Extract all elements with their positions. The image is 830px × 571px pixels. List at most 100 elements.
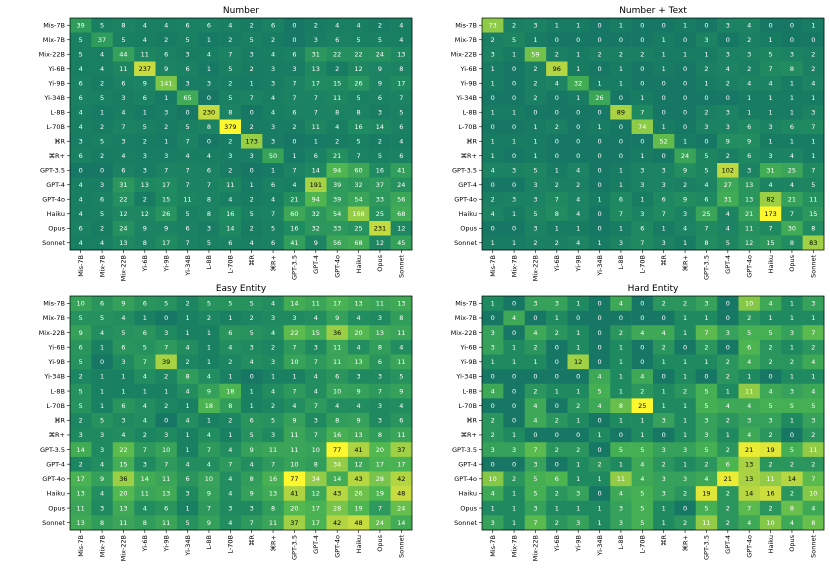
cell-value-label: 5 [768,51,772,59]
heatmap-cell [262,192,285,207]
heatmap-cell [717,105,739,120]
y-tick-label: ⌘R+ [49,431,65,439]
cell-value-label: 8 [335,417,339,425]
cell-value-label: 5 [399,109,403,117]
cell-value-label: 4 [619,300,623,308]
cell-value-label: 22 [119,446,127,454]
cell-value-label: 5 [790,402,794,410]
cell-value-label: 13 [745,196,753,204]
cell-value-label: 2 [250,225,254,233]
cell-value-label: 1 [726,387,730,395]
heatmap-cell [262,76,285,91]
heatmap-cell [241,500,263,516]
y-tick-label: GPT-4o [42,196,65,204]
heatmap-cell [503,206,526,222]
heatmap-cell [717,47,739,62]
cell-value-label: 6 [662,196,666,204]
cell-value-label: 5 [356,94,360,102]
heatmap-cell [482,442,504,458]
heatmap-cell [176,427,199,443]
heatmap-cell [759,515,782,531]
heatmap-cell [759,76,782,91]
heatmap-cell [631,325,654,341]
cell-value-label: 1 [597,431,601,439]
heatmap-cell [567,76,590,91]
heatmap-cell [112,119,135,135]
heatmap-cell [176,119,199,135]
heatmap-cell [546,206,568,222]
cell-value-label: 4 [100,65,104,73]
heatmap-cell [802,413,825,428]
heatmap-cell [738,369,761,385]
cell-value-label: 7 [768,225,772,233]
heatmap-cell [390,221,413,236]
x-tick-label: L-70B [639,535,647,554]
heatmap-cell [503,32,526,48]
heatmap-cell [198,500,220,516]
cell-value-label: 0 [576,138,580,146]
heatmap-cell [390,442,413,458]
heatmap-cell [588,354,611,370]
cell-value-label: 8 [790,504,794,512]
x-tick-label: GPT-4o [333,255,341,278]
y-tick-label: ⌘R [54,138,66,146]
heatmap-cell [546,47,568,62]
heatmap-cell [305,235,327,251]
cell-value-label: 15 [312,329,320,337]
cell-value-label: 1 [576,475,580,483]
heatmap-cell [198,163,220,178]
heatmap-cell [781,456,803,472]
heatmap-cell [155,105,178,120]
cell-value-label: 19 [354,504,362,512]
heatmap-cell [738,76,761,91]
heatmap-cell [674,32,697,48]
heatmap-cell [588,500,611,516]
cell-value-label: 3 [683,210,687,218]
heatmap-cell [369,177,391,193]
heatmap-cell [70,442,92,458]
cell-value-label: 4 [576,210,580,218]
cell-value-label: 7 [314,109,318,117]
cell-value-label: 2 [597,51,601,59]
heatmap-cell [283,18,306,33]
cell-value-label: 8 [207,123,211,131]
cell-value-label: 1 [185,446,189,454]
heatmap-cell [390,61,413,77]
cell-value-label: 2 [100,123,104,131]
heatmap-cell [567,471,590,487]
x-tick-label: Mis-7B [489,535,497,557]
cell-value-label: 6 [143,300,147,308]
heatmap-cell [674,442,697,458]
cell-value-label: 0 [533,314,537,322]
cell-value-label: 102 [722,167,734,175]
heatmap-cell [176,134,199,149]
cell-value-label: 3 [640,210,644,218]
cell-value-label: 5 [121,329,125,337]
cell-value-label: 6 [250,417,254,425]
cell-value-label: 1 [768,109,772,117]
x-tick-label: Yi-9B [574,255,582,273]
cell-value-label: 3 [491,519,495,527]
heatmap-cell [305,383,327,399]
heatmap-cell [738,163,761,178]
heatmap-cell [70,206,92,222]
heatmap-cell [610,500,632,516]
heatmap-cell [241,163,263,178]
cell-value-label: 3 [768,417,772,425]
heatmap-cell [524,177,547,193]
cell-value-label: 48 [354,519,362,527]
heatmap-cell [219,47,242,62]
heatmap-cell [155,442,178,458]
heatmap-cell [112,310,135,326]
heatmap-cell [219,192,242,207]
y-tick-label: L-8B [51,109,65,117]
heatmap-cell [91,296,114,311]
heatmap-cell [241,442,263,458]
heatmap-cell [802,500,825,516]
heatmap-cell [717,427,739,443]
cell-value-label: 24 [397,181,405,189]
cell-value-label: 2 [683,387,687,395]
heatmap-cell [717,369,739,385]
cell-value-label: 0 [640,138,644,146]
